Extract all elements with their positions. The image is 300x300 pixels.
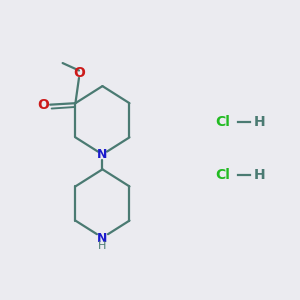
Text: H: H (254, 168, 266, 182)
Text: Cl: Cl (215, 115, 230, 129)
Text: O: O (38, 98, 50, 112)
Text: H: H (254, 115, 266, 129)
Text: N: N (97, 232, 108, 245)
Text: Cl: Cl (215, 168, 230, 182)
Text: H: H (98, 241, 106, 251)
Text: O: O (73, 66, 85, 80)
Text: N: N (97, 148, 108, 161)
